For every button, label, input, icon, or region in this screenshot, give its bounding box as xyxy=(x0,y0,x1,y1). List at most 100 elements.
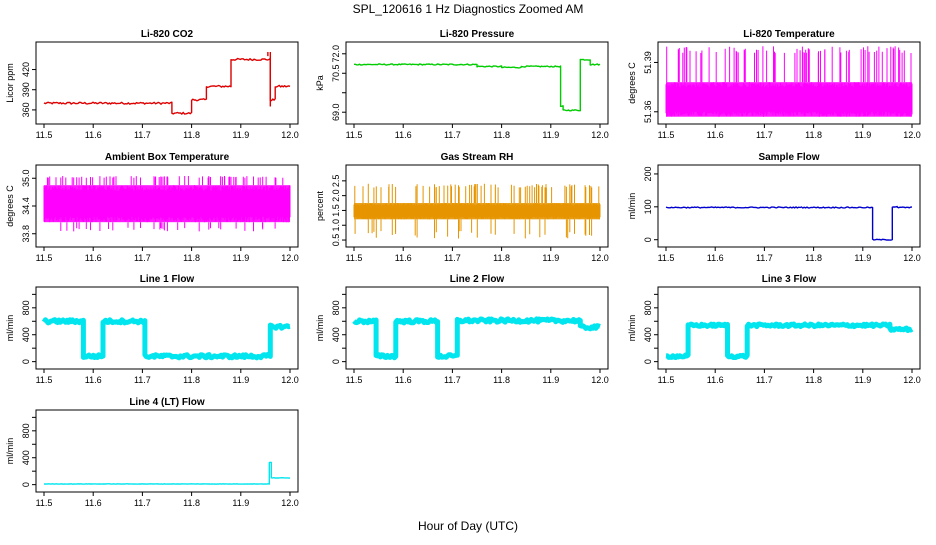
y-tick-label: 51.36 xyxy=(643,101,653,124)
panel-title: Sample Flow xyxy=(758,152,819,163)
panel-6: Line 1 Flow 11.5 11.6 11.7 11.8 11.9 12.0 0 400 8… xyxy=(5,274,299,385)
panel-title: Li-820 CO2 xyxy=(141,29,194,40)
figure-xlabel: Hour of Day (UTC) xyxy=(418,519,518,533)
data-line xyxy=(43,57,291,115)
data-line xyxy=(354,58,601,112)
x-tick-label: 11.9 xyxy=(854,253,871,263)
y-axis-label: degrees C xyxy=(627,62,637,104)
x-tick-label: 12.0 xyxy=(903,253,921,263)
data-band-texture xyxy=(665,82,913,117)
panel-3: Ambient Box Temperature 11.5 11.6 11.7 11.8 1… xyxy=(5,152,299,263)
y-tick-label: 400 xyxy=(643,327,653,342)
x-tick-label: 11.7 xyxy=(444,130,461,140)
x-tick-label: 11.8 xyxy=(493,253,510,263)
data-line xyxy=(665,205,912,241)
y-tick-label: 0 xyxy=(21,482,31,487)
y-tick-label: 2.5 xyxy=(331,175,341,188)
data-group xyxy=(664,321,914,360)
plot-frame xyxy=(657,41,921,125)
x-tick-label: 12.0 xyxy=(281,375,299,385)
x-tick-label: 11.5 xyxy=(658,130,675,140)
y-axis-label: degrees C xyxy=(5,185,15,227)
y-tick-label: 0 xyxy=(21,359,31,364)
y-tick-label: 70.5 xyxy=(331,64,341,82)
y-tick-label: 72.0 xyxy=(331,45,341,63)
x-tick-label: 11.7 xyxy=(756,253,773,263)
panel-7: Line 2 Flow 11.5 11.6 11.7 11.8 11.9 12.0 0 400 8… xyxy=(315,274,609,385)
x-tick-label: 11.7 xyxy=(756,375,773,385)
y-axis-label: ml/min xyxy=(5,438,15,465)
panel-5: Sample Flow 11.5 11.6 11.7 11.8 11.9 12.0 0 100 2… xyxy=(627,152,921,263)
x-tick-label: 11.7 xyxy=(134,498,151,508)
y-tick-label: 0 xyxy=(331,359,341,364)
y-tick-label: 1.5 xyxy=(331,204,341,217)
y-tick-label: 400 xyxy=(21,450,31,465)
x-tick-label: 11.5 xyxy=(36,130,53,140)
plot-frame xyxy=(35,409,299,493)
x-tick-label: 11.6 xyxy=(395,130,412,140)
x-tick-label: 11.6 xyxy=(707,375,724,385)
x-tick-label: 11.6 xyxy=(85,498,102,508)
y-tick-label: 390 xyxy=(21,82,31,97)
data-group xyxy=(43,176,291,232)
x-tick-label: 11.5 xyxy=(36,498,53,508)
x-tick-label: 11.7 xyxy=(756,130,773,140)
y-tick-label: 100 xyxy=(643,199,653,214)
data-group xyxy=(43,52,291,115)
x-tick-label: 11.9 xyxy=(854,375,871,385)
panel-1: Li-820 Pressure 11.5 11.6 11.7 11.8 11.9 12.0 6… xyxy=(315,29,609,140)
y-axis-label: ml/min xyxy=(315,315,325,342)
x-tick-label: 11.5 xyxy=(346,130,363,140)
x-tick-label: 11.9 xyxy=(542,253,559,263)
plot-frame xyxy=(657,164,921,248)
x-tick-label: 11.5 xyxy=(346,253,363,263)
x-tick-label: 11.5 xyxy=(658,375,675,385)
data-line-edge xyxy=(353,317,601,359)
panel-title: Line 2 Flow xyxy=(450,274,505,285)
x-tick-label: 12.0 xyxy=(903,375,921,385)
y-tick-label: 0 xyxy=(643,359,653,364)
y-tick-label: 51.39 xyxy=(643,51,653,74)
x-tick-label: 11.6 xyxy=(85,253,102,263)
x-tick-label: 11.9 xyxy=(542,375,559,385)
panel-title: Line 4 (LT) Flow xyxy=(129,397,205,408)
y-tick-label: 400 xyxy=(21,327,31,342)
x-tick-label: 11.6 xyxy=(85,130,102,140)
data-line xyxy=(41,317,292,361)
panel-title: Ambient Box Temperature xyxy=(105,152,230,163)
panel-title: Li-820 Temperature xyxy=(743,29,835,40)
x-tick-label: 11.8 xyxy=(493,130,510,140)
plot-frame xyxy=(35,286,299,370)
y-axis-label: ml/min xyxy=(627,315,637,342)
x-tick-label: 11.8 xyxy=(183,130,200,140)
x-tick-label: 11.5 xyxy=(36,375,53,385)
y-tick-label: 420 xyxy=(21,62,31,77)
x-tick-label: 11.8 xyxy=(805,375,822,385)
x-tick-label: 12.0 xyxy=(591,375,609,385)
x-tick-label: 11.7 xyxy=(134,130,151,140)
x-tick-label: 11.9 xyxy=(232,375,249,385)
panel-title: Line 3 Flow xyxy=(762,274,817,285)
data-spikes xyxy=(267,52,272,107)
x-tick-label: 12.0 xyxy=(281,253,299,263)
y-tick-label: 0.5 xyxy=(331,234,341,247)
x-tick-label: 12.0 xyxy=(591,253,609,263)
x-tick-label: 12.0 xyxy=(281,498,299,508)
x-tick-label: 12.0 xyxy=(903,130,921,140)
data-line-edge xyxy=(665,322,913,359)
y-axis-label: percent xyxy=(315,190,325,221)
x-tick-label: 11.6 xyxy=(85,375,102,385)
data-line xyxy=(664,321,914,360)
x-tick-label: 11.7 xyxy=(134,375,151,385)
plot-frame xyxy=(35,41,299,125)
data-group xyxy=(352,316,602,361)
y-tick-label: 35.0 xyxy=(21,169,31,187)
data-spikes xyxy=(666,46,912,83)
y-tick-label: 360 xyxy=(21,102,31,117)
x-tick-label: 11.9 xyxy=(854,130,871,140)
y-tick-label: 800 xyxy=(21,300,31,315)
panel-title: Line 1 Flow xyxy=(140,274,195,285)
x-tick-label: 11.5 xyxy=(36,253,53,263)
y-tick-label: 33.8 xyxy=(21,225,31,243)
y-tick-label: 1.0 xyxy=(331,219,341,232)
